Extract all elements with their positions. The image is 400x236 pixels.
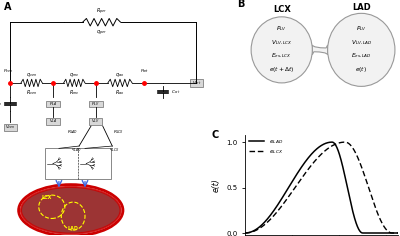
Y-axis label: e(t): e(t) bbox=[212, 178, 220, 192]
Text: $q_{per}$: $q_{per}$ bbox=[96, 29, 107, 38]
$e_{LAD}$ bbox=[358, 230, 363, 233]
Text: C: C bbox=[211, 130, 218, 140]
Text: $V_{art}$: $V_{art}$ bbox=[192, 79, 201, 87]
Text: $V_{LV}$: $V_{LV}$ bbox=[91, 118, 100, 125]
Text: $P_{LV}$: $P_{LV}$ bbox=[276, 25, 287, 34]
Text: $R_{LAD}$: $R_{LAD}$ bbox=[67, 129, 78, 136]
$e_{LAD}$ bbox=[396, 232, 400, 234]
Text: $P_{LV}$: $P_{LV}$ bbox=[356, 25, 367, 34]
Line: $e_{LAD}$: $e_{LAD}$ bbox=[245, 142, 398, 233]
Bar bbox=[89, 118, 102, 125]
Text: $V_{ven}$: $V_{ven}$ bbox=[5, 123, 16, 131]
$e_{LCX}$ bbox=[342, 141, 347, 143]
Text: $V_{LV,LAD}$: $V_{LV,LAD}$ bbox=[351, 38, 372, 46]
$e_{LAD}$ bbox=[345, 186, 350, 189]
Text: $R_{mv}$: $R_{mv}$ bbox=[69, 88, 80, 97]
$e_{LAD}$ bbox=[282, 193, 287, 196]
$e_{LAD}$ bbox=[333, 143, 338, 146]
Text: LAD: LAD bbox=[68, 226, 78, 231]
Bar bbox=[46, 118, 60, 125]
Text: B: B bbox=[237, 0, 245, 9]
Bar bbox=[46, 101, 60, 107]
Text: $V_{LV,LCX}$: $V_{LV,LCX}$ bbox=[271, 38, 292, 46]
Text: LCX: LCX bbox=[42, 195, 52, 200]
Text: $R_{LCX}$: $R_{LCX}$ bbox=[114, 129, 124, 136]
Bar bbox=[4, 124, 17, 131]
$e_{LCX}$ bbox=[312, 160, 317, 163]
Text: $R_{ven}$: $R_{ven}$ bbox=[26, 88, 37, 97]
$e_{LCX}$ bbox=[243, 232, 248, 234]
Text: $P_{LV}$: $P_{LV}$ bbox=[91, 100, 100, 108]
$e_{LCX}$ bbox=[345, 141, 350, 144]
$e_{LCX}$ bbox=[396, 232, 400, 234]
Text: $e(t)$: $e(t)$ bbox=[355, 65, 367, 74]
Text: $P_{ven}$: $P_{ven}$ bbox=[3, 67, 13, 75]
Text: $E_{es,LCX}$: $E_{es,LCX}$ bbox=[272, 52, 292, 60]
$e_{LAD}$ bbox=[270, 212, 274, 215]
Ellipse shape bbox=[251, 17, 312, 83]
Text: A: A bbox=[4, 2, 12, 12]
Text: $E_{es,LAD}$: $E_{es,LAD}$ bbox=[351, 52, 372, 60]
Text: $C_{ven}$: $C_{ven}$ bbox=[0, 100, 3, 108]
Text: $q_{LAD}$: $q_{LAD}$ bbox=[71, 146, 82, 154]
Text: $R_{per}$: $R_{per}$ bbox=[96, 7, 107, 17]
Legend: $e_{LAD}$, $e_{LCX}$: $e_{LAD}$, $e_{LCX}$ bbox=[248, 138, 284, 156]
PathPatch shape bbox=[312, 45, 328, 55]
Bar bbox=[45, 148, 111, 179]
Text: $R_{ao}$: $R_{ao}$ bbox=[115, 88, 125, 97]
$e_{LCX}$ bbox=[358, 163, 363, 165]
Text: $q_{mv}$: $q_{mv}$ bbox=[69, 71, 80, 79]
Ellipse shape bbox=[21, 187, 120, 234]
$e_{LAD}$ bbox=[243, 232, 248, 234]
$e_{LCX}$ bbox=[282, 201, 287, 204]
Text: LAD: LAD bbox=[352, 3, 371, 12]
Text: $q_{ao}$: $q_{ao}$ bbox=[116, 71, 124, 79]
$e_{LCX}$ bbox=[270, 216, 274, 219]
Text: $V_{LA}$: $V_{LA}$ bbox=[49, 118, 57, 125]
Bar bbox=[190, 79, 203, 87]
Bar bbox=[88, 101, 103, 107]
Line: $e_{LCX}$: $e_{LCX}$ bbox=[245, 142, 398, 233]
Text: $q_{ven}$: $q_{ven}$ bbox=[26, 71, 37, 79]
Text: $P_{LA}$: $P_{LA}$ bbox=[49, 100, 57, 108]
$e_{LCX}$ bbox=[333, 143, 338, 146]
$e_{LAD}$ bbox=[330, 141, 334, 143]
Text: $e(t + \Delta t)$: $e(t + \Delta t)$ bbox=[269, 65, 294, 74]
Text: $q_{LCX}$: $q_{LCX}$ bbox=[109, 146, 120, 154]
Text: LCX: LCX bbox=[273, 5, 291, 14]
Text: $C_{art}$: $C_{art}$ bbox=[171, 88, 180, 96]
Ellipse shape bbox=[328, 13, 395, 86]
Text: $P_{art}$: $P_{art}$ bbox=[140, 67, 149, 75]
$e_{LAD}$ bbox=[312, 150, 317, 153]
